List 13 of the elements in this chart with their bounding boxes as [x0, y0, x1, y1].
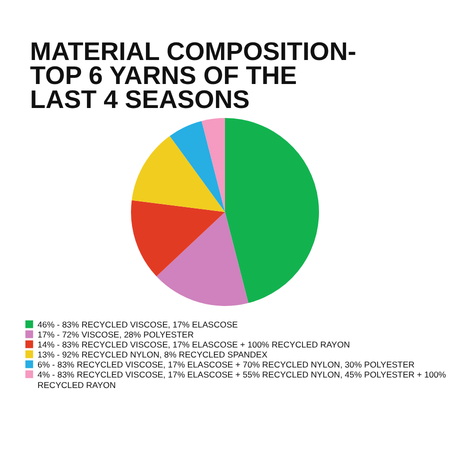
- pie-slice: [225, 118, 319, 304]
- legend-label: 46% - 83% RECYCLED VISCOSE, 17% ELASCOSE: [38, 319, 238, 330]
- pie-slice: [132, 136, 225, 212]
- pie-slice: [156, 212, 248, 306]
- pie-slice: [170, 120, 225, 212]
- legend-label: 6% - 83% RECYCLED VISCOSE, 17% ELASCOSE + 70% RECYCLED NYLON, 30% POLYESTER: [38, 359, 415, 370]
- pie-slice: [202, 118, 225, 212]
- chart-title: MATERIAL COMPOSITION-TOP 6 YARNS OF THE LAST 4 SEASONS: [30, 38, 356, 114]
- pie-slice: [131, 200, 225, 276]
- legend-label: 17% - 72% VISCOSE, 28% POLYESTER: [38, 329, 194, 340]
- legend-label: 4% - 83% RECYCLED VISCOSE, 17% ELASCOSE + 55% RECYCLED NYLON, 45% POLYESTER + 100% RECYCLED RAYON: [38, 369, 446, 390]
- legend-label: 13% - 92% RECYCLED NYLON, 8% RECYCLED SPANDEX: [38, 349, 268, 360]
- legend-label: 14% - 83% RECYCLED VISCOSE, 17% ELASCOSE + 100% RECYCLED RAYON: [38, 339, 350, 350]
